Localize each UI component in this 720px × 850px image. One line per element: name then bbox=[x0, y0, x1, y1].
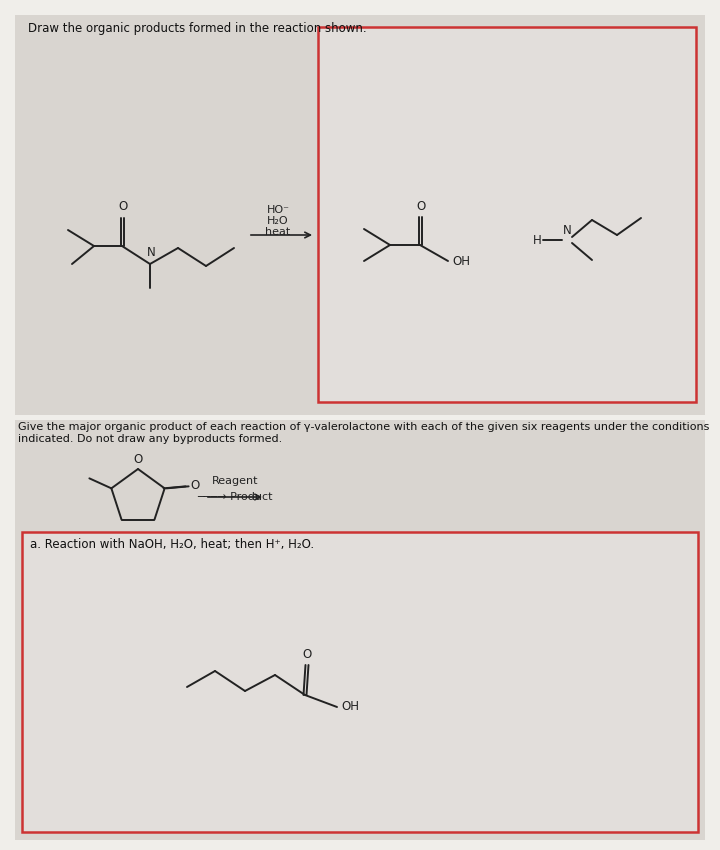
Text: O: O bbox=[302, 648, 312, 661]
Text: HO⁻: HO⁻ bbox=[266, 205, 289, 215]
Text: H₂O: H₂O bbox=[267, 216, 289, 226]
Text: O: O bbox=[416, 200, 426, 213]
Text: Reagent: Reagent bbox=[212, 476, 258, 486]
Text: OH: OH bbox=[341, 700, 359, 713]
Text: Draw the organic products formed in the reaction shown.: Draw the organic products formed in the … bbox=[28, 22, 366, 35]
Bar bbox=[318, 27, 696, 402]
Text: ───→ Product: ───→ Product bbox=[197, 492, 273, 502]
Text: N: N bbox=[147, 246, 156, 259]
Text: O: O bbox=[133, 453, 143, 466]
Text: O: O bbox=[191, 479, 200, 492]
Bar bbox=[22, 532, 698, 832]
Text: O: O bbox=[118, 200, 127, 213]
Text: heat: heat bbox=[266, 227, 291, 237]
Text: a. Reaction with NaOH, H₂O, heat; then H⁺, H₂O.: a. Reaction with NaOH, H₂O, heat; then H… bbox=[30, 538, 314, 551]
Bar bbox=[15, 420, 705, 840]
Text: N: N bbox=[562, 224, 572, 237]
Text: Give the major organic product of each reaction of γ-valerolactone with each of : Give the major organic product of each r… bbox=[18, 422, 709, 444]
Bar bbox=[15, 15, 705, 415]
Text: OH: OH bbox=[452, 254, 470, 268]
Text: H: H bbox=[533, 234, 541, 246]
